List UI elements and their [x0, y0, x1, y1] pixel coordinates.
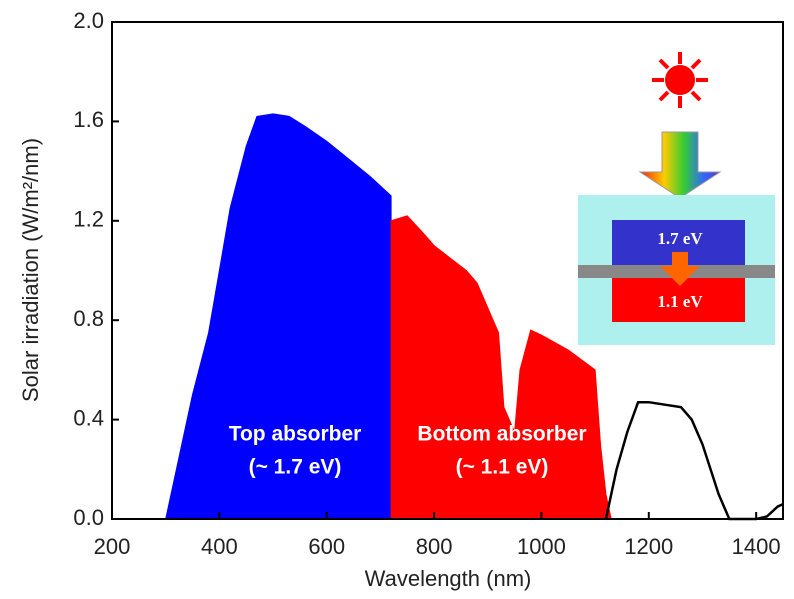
annotation: (~ 1.1 eV)	[456, 456, 549, 479]
area	[390, 215, 612, 520]
x-tick-label: 1400	[732, 534, 781, 559]
area	[165, 113, 392, 520]
bottom-cell	[612, 278, 745, 322]
plot-area	[165, 113, 784, 521]
x-tick-label: 200	[94, 534, 131, 559]
y-tick-label: 0.8	[73, 306, 104, 331]
annotation: Bottom absorber	[417, 423, 586, 446]
x-axis-label: Wavelength (nm)	[365, 566, 532, 591]
annotation: Top absorber	[229, 423, 362, 446]
x-tick-label: 800	[416, 534, 453, 559]
inset-diagram: 1.7 eV 1.1 eV	[578, 52, 775, 345]
light-arrow	[638, 131, 722, 199]
inset-label: 1.1 eV	[657, 292, 703, 311]
y-tick-label: 2.0	[73, 8, 104, 33]
annotation: (~ 1.7 eV)	[249, 456, 342, 479]
y-axis-label: Solar irradiation (W/m²/nm)	[18, 138, 43, 402]
sun	[665, 65, 695, 95]
y-tick-label: 1.2	[73, 207, 104, 232]
inset-label: 1.7 eV	[657, 229, 703, 248]
plot-frame	[111, 21, 784, 520]
x-tick-label: 400	[201, 534, 238, 559]
x-tick-label: 1000	[517, 534, 566, 559]
x-tick-label: 1200	[624, 534, 673, 559]
x-tick-label: 600	[308, 534, 345, 559]
sun-rays	[652, 52, 708, 108]
line	[604, 400, 784, 521]
y-tick-label: 0.4	[73, 405, 104, 430]
y-tick-label: 0.0	[73, 505, 104, 530]
y-tick-label: 1.6	[73, 107, 104, 132]
inner-arrow	[660, 252, 700, 286]
